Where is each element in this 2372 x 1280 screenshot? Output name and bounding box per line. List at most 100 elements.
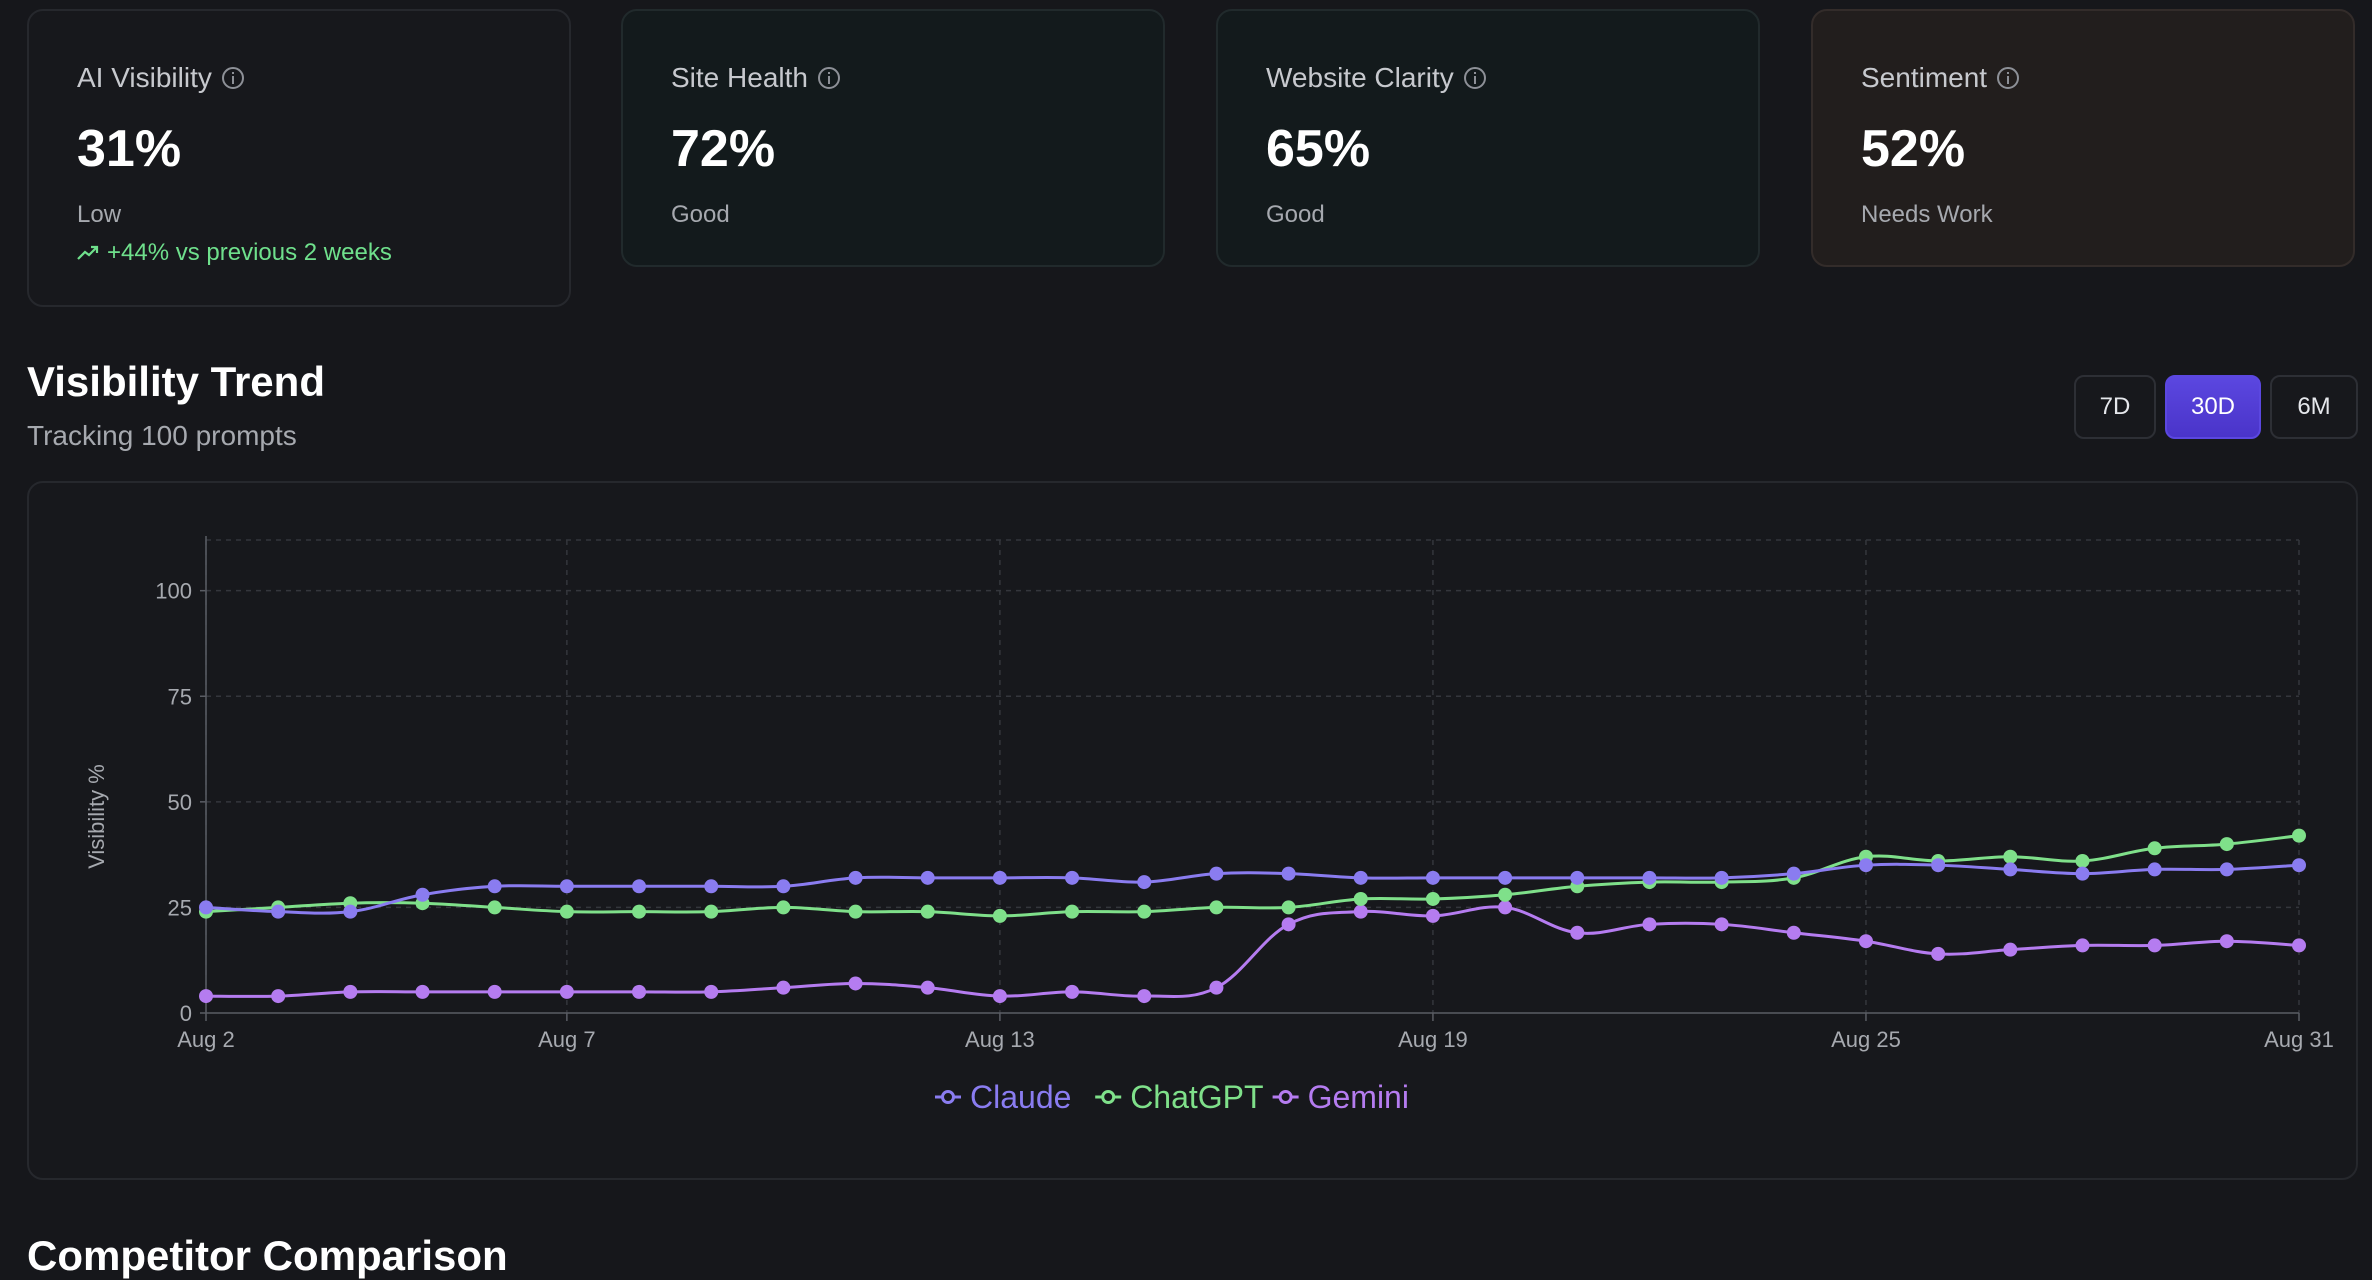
data-point-chatgpt [2147,841,2162,856]
data-point-chatgpt [1281,900,1296,915]
data-point-chatgpt [1065,904,1080,919]
info-icon[interactable] [1997,67,2020,89]
data-point-claude [1137,875,1152,890]
data-point-gemini [1570,925,1585,940]
data-point-gemini [1137,989,1152,1004]
x-tick-label: Aug 7 [538,1027,596,1052]
site-health-card: Site Health 72% Good [621,9,1165,267]
data-point-claude [415,887,430,902]
website-clarity-card: Website Clarity 65% Good [1216,9,1760,267]
data-point-gemini [1858,934,1873,949]
data-point-chatgpt [1353,891,1368,906]
trending-up-icon [77,245,99,261]
y-tick-label: 75 [168,684,192,709]
data-point-claude [2219,862,2234,877]
visibility-trend-subtitle: Tracking 100 prompts [27,420,297,451]
data-point-gemini [776,980,791,995]
data-point-claude [1353,870,1368,885]
data-point-claude [1425,870,1440,885]
data-point-claude [1642,870,1657,885]
card-status: Low [77,201,122,228]
series-line-claude [205,862,2300,915]
data-point-claude [1858,858,1873,873]
data-point-gemini [848,976,863,991]
x-tick-label: Aug 19 [1398,1027,1468,1052]
competitor-comparison-title: Competitor Comparison [27,1232,508,1279]
x-tick-label: Aug 2 [177,1027,235,1052]
y-tick-label: 0 [180,1001,192,1026]
data-point-chatgpt [2003,849,2018,864]
info-icon[interactable] [817,67,840,89]
data-point-chatgpt [1137,904,1152,919]
legend-label-gemini: Gemini [1308,1079,1409,1115]
data-point-chatgpt [848,904,863,919]
data-point-gemini [199,989,213,1004]
y-axis-label: Visibility % [84,764,109,869]
card-status: Good [1266,201,1325,228]
y-tick-label: 25 [168,895,192,920]
legend-marker-chatgpt [1101,1090,1116,1104]
range-6m-button[interactable]: 6M [2270,375,2358,439]
card-value: 31% [77,120,182,178]
x-tick-label: Aug 13 [965,1027,1035,1052]
data-point-chatgpt [704,904,719,919]
data-point-claude [1570,870,1585,885]
data-point-claude [848,870,863,885]
data-point-claude [704,879,719,894]
y-tick-label: 100 [155,579,192,604]
card-status: Needs Work [1861,201,1993,228]
data-point-claude [559,879,574,894]
data-point-chatgpt [2219,837,2234,852]
data-point-gemini [2147,938,2162,953]
y-tick-label: 50 [168,790,192,815]
info-icon[interactable] [221,67,244,89]
data-point-claude [487,879,502,894]
data-point-gemini [1931,946,1946,961]
series-line-gemini [205,905,2300,999]
data-point-claude [1498,870,1513,885]
data-point-claude [1786,866,1801,881]
data-point-chatgpt [2075,853,2090,868]
range-30d-button[interactable]: 30D [2165,375,2261,439]
data-point-claude [992,870,1007,885]
data-point-claude [2147,862,2162,877]
data-point-chatgpt [1425,891,1440,906]
data-point-chatgpt [776,900,791,915]
data-point-gemini [1786,925,1801,940]
data-point-gemini [632,984,647,999]
visibility-chart-panel: 0 25 50 75 100 Aug 2 Aug 7 Aug 13 Aug 19 Aug 25 Au… [27,481,2358,1180]
legend-label-chatgpt: ChatGPT [1130,1079,1263,1115]
sentiment-card: Sentiment 52% Needs Work [1811,9,2355,267]
card-value: 65% [1266,120,1371,178]
data-point-chatgpt [2292,828,2306,843]
data-point-gemini [2075,938,2090,953]
data-point-claude [1065,870,1080,885]
visibility-chart: 0 25 50 75 100 Aug 2 Aug 7 Aug 13 Aug 19 Aug 25 Au… [84,536,2334,1115]
data-point-claude [2075,866,2090,881]
data-point-gemini [559,984,574,999]
data-point-gemini [1425,908,1440,923]
data-point-claude [2003,862,2018,877]
x-tick-label: Aug 25 [1831,1027,1901,1052]
data-point-gemini [1281,917,1296,932]
data-point-gemini [343,984,358,999]
data-point-chatgpt [992,908,1007,923]
data-point-chatgpt [632,904,647,919]
card-value: 72% [671,120,776,178]
data-point-claude [343,904,358,919]
data-point-gemini [1642,917,1657,932]
data-point-claude [1281,866,1296,881]
data-point-claude [632,879,647,894]
data-point-chatgpt [487,900,502,915]
data-point-claude [1209,866,1224,881]
data-point-claude [271,904,286,919]
range-7d-button[interactable]: 7D [2074,375,2156,439]
legend-marker-gemini [1278,1090,1293,1104]
card-title: Sentiment [1861,62,1988,93]
data-point-gemini [704,984,719,999]
data-point-claude [1931,858,1946,873]
legend-label-claude: Claude [970,1079,1071,1115]
data-point-chatgpt [559,904,574,919]
data-point-gemini [992,989,1007,1004]
info-icon[interactable] [1463,67,1486,89]
